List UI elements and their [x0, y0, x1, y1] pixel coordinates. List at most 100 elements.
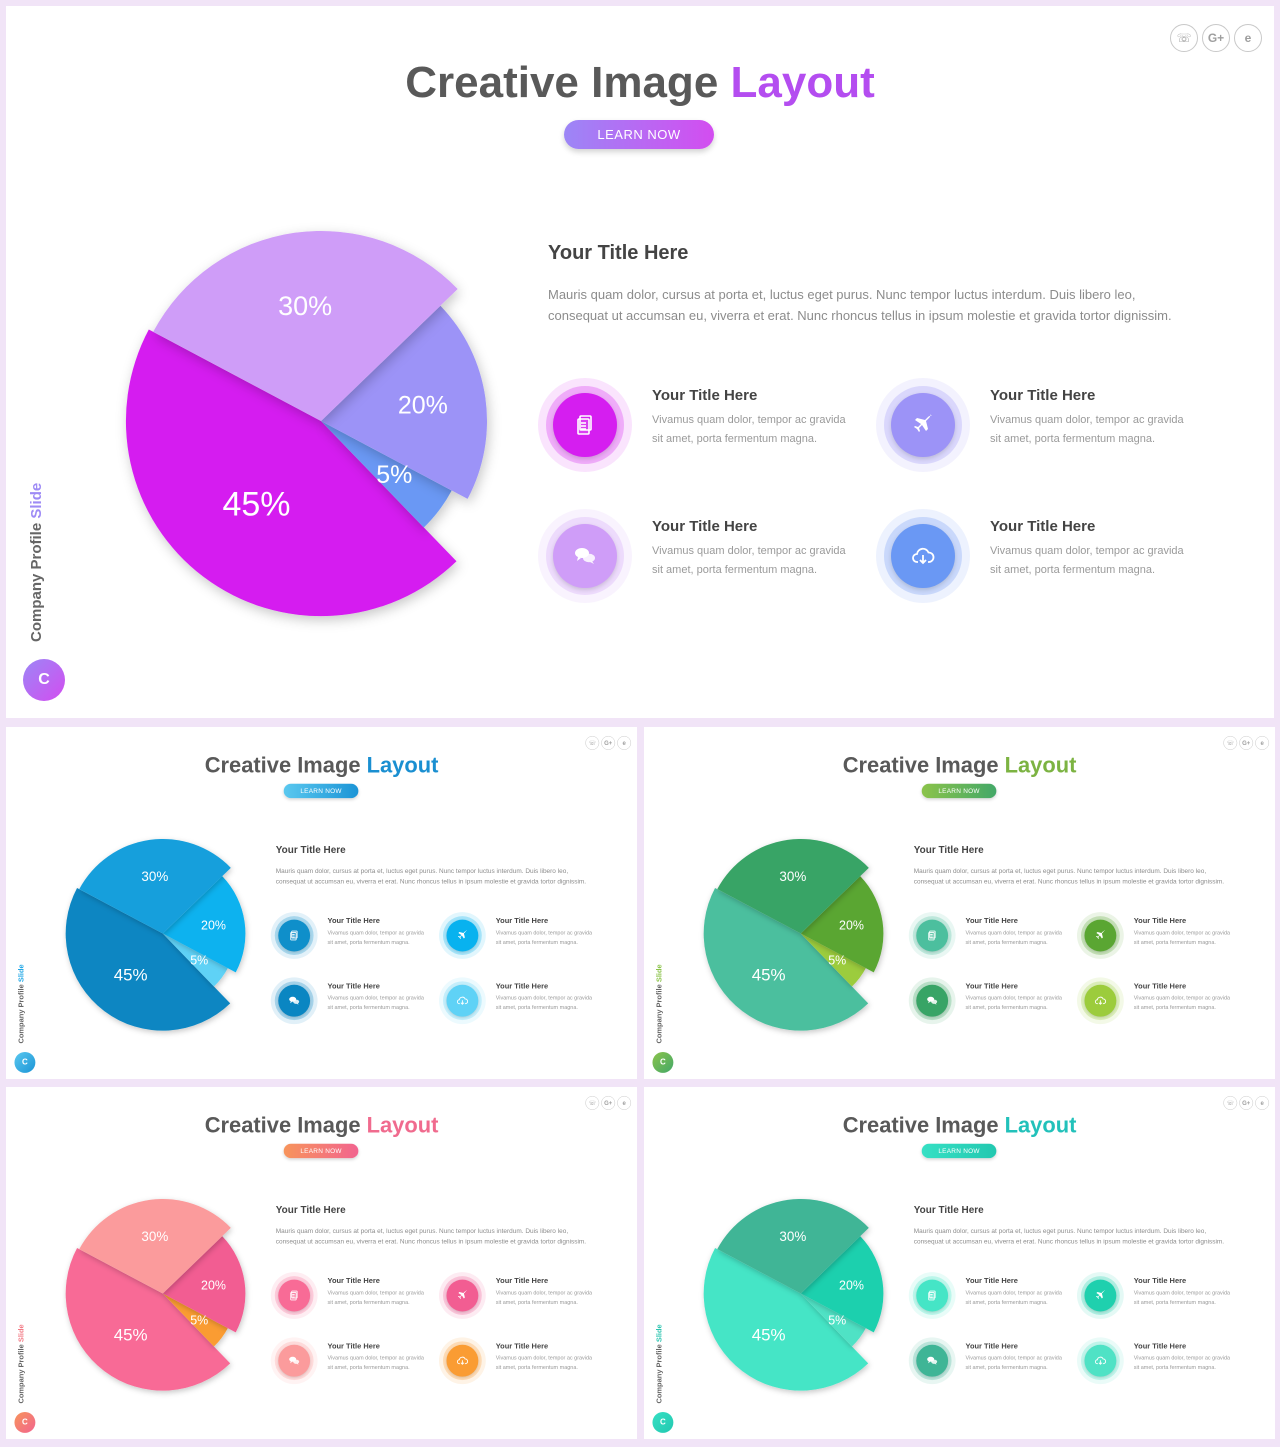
pie-slice-20 [800, 876, 884, 973]
pie-slice-5 [800, 933, 866, 987]
page-title: Creative Image Layout [6, 1113, 637, 1138]
learn-now-button[interactable]: LEARN NOW [564, 120, 714, 149]
pie-slice-5 [162, 1293, 228, 1347]
learn-now-button[interactable]: LEARN NOW [921, 1143, 997, 1159]
feature-title: Your Title Here [965, 981, 1018, 991]
pie-slice-20 [321, 305, 488, 499]
feature-item: Your Title Here Vivamus quam dolor, temp… [1076, 977, 1236, 1027]
pie-label-30: 30% [141, 869, 168, 884]
internet-explorer-icon[interactable]: e [617, 735, 632, 750]
learn-now-button[interactable]: LEARN NOW [283, 783, 359, 799]
feature-icon-ring [1076, 1337, 1124, 1385]
google-plus-icon[interactable]: G+ [601, 1095, 616, 1110]
whatsapp-icon[interactable]: ☏ [1170, 24, 1198, 52]
feature-title: Your Title Here [327, 981, 380, 991]
pie-label-20: 20% [839, 1279, 864, 1293]
pie-label-5: 5% [190, 953, 208, 967]
slide-blue: ☏ G+ e Creative Image Layout LEARN NOW C… [6, 727, 637, 1079]
cloud-download-icon [891, 524, 955, 588]
slide-content: ☏ G+ e Creative Image Layout LEARN NOW C… [6, 6, 1274, 718]
feature-text: Vivamus quam dolor, tempor ac gravida si… [495, 1290, 593, 1306]
feature-item: Your Title Here Vivamus quam dolor, temp… [270, 1272, 430, 1322]
pie-label-20: 20% [201, 919, 226, 933]
page-title: Creative Image Layout [6, 58, 1274, 108]
pie-label-45: 45% [114, 1326, 148, 1345]
whatsapp-icon[interactable]: ☏ [1223, 735, 1238, 750]
logo: C [23, 659, 65, 701]
pie-slice-45 [65, 1248, 231, 1391]
feature-icon-ring [908, 977, 956, 1025]
feature-title: Your Title Here [1133, 1276, 1187, 1286]
feature-title: Your Title Here [652, 387, 758, 404]
feature-item: Your Title Here Vivamus quam dolor, temp… [438, 1272, 598, 1322]
google-plus-icon[interactable]: G+ [601, 735, 616, 750]
section-heading: Your Title Here [275, 844, 346, 856]
internet-explorer-icon[interactable]: e [617, 1095, 632, 1110]
feature-item: Your Title Here Vivamus quam dolor, temp… [908, 912, 1068, 962]
feature-text: Vivamus quam dolor, tempor ac gravida si… [965, 995, 1062, 1011]
google-plus-icon[interactable]: G+ [1239, 735, 1254, 750]
cloud-download-icon [446, 1344, 479, 1377]
feature-title: Your Title Here [965, 916, 1018, 926]
pie-slice-30 [717, 838, 869, 934]
document-icon [916, 1279, 949, 1312]
pie-label-20: 20% [398, 391, 448, 419]
feature-text: Vivamus quam dolor, tempor ac gravida si… [1133, 1290, 1231, 1306]
internet-explorer-icon[interactable]: e [1255, 735, 1270, 750]
pie-slice-20 [800, 1236, 884, 1333]
feature-title: Your Title Here [965, 1341, 1018, 1351]
feature-title: Your Title Here [990, 518, 1096, 535]
pie-label-45: 45% [752, 1326, 786, 1345]
airplane-icon [1084, 1279, 1117, 1312]
feature-text: Vivamus quam dolor, tempor ac gravida si… [965, 1290, 1062, 1306]
whatsapp-icon[interactable]: ☏ [1223, 1095, 1238, 1110]
pie-slice-20 [162, 1236, 246, 1333]
pie-label-30: 30% [278, 291, 332, 321]
learn-now-button[interactable]: LEARN NOW [921, 783, 997, 799]
title-main: Creative Image [204, 1112, 361, 1138]
pie-slice-30 [153, 230, 458, 421]
feature-item: Your Title Here Vivamus quam dolor, temp… [438, 912, 598, 962]
learn-now-button[interactable]: LEARN NOW [283, 1143, 359, 1159]
feature-icon-ring [438, 1337, 486, 1385]
feature-text: Vivamus quam dolor, tempor ac gravida si… [652, 414, 846, 445]
title-accent: Layout [1004, 1112, 1077, 1138]
section-heading: Your Title Here [275, 1204, 346, 1216]
feature-title: Your Title Here [1133, 1341, 1187, 1351]
google-plus-icon[interactable]: G+ [1239, 1095, 1254, 1110]
pie-chart: 45% 30% 20% 5% [125, 230, 488, 617]
internet-explorer-icon[interactable]: e [1255, 1095, 1270, 1110]
feature-title: Your Title Here [327, 916, 380, 926]
feature-item: Your Title Here Vivamus quam dolor, temp… [876, 378, 1196, 478]
feature-icon-ring [1076, 912, 1124, 959]
feature-text: Vivamus quam dolor, tempor ac gravida si… [990, 414, 1184, 445]
feature-title: Your Title Here [495, 916, 549, 926]
page-title: Creative Image Layout [644, 1113, 1275, 1138]
cloud-download-icon [1084, 984, 1117, 1017]
google-plus-icon[interactable]: G+ [1202, 24, 1230, 52]
social-icons: ☏ G+ e [1223, 1095, 1270, 1110]
social-icons: ☏ G+ e [1223, 735, 1270, 750]
cloud-download-icon [1084, 1344, 1117, 1377]
feature-title: Your Title Here [327, 1276, 380, 1286]
feature-icon-ring [1076, 977, 1124, 1025]
whatsapp-icon[interactable]: ☏ [585, 1095, 600, 1110]
feature-item: Your Title Here Vivamus quam dolor, temp… [538, 509, 858, 609]
social-icons: ☏ G+ e [585, 1095, 632, 1110]
document-icon [553, 393, 617, 457]
feature-icon-ring [1076, 1272, 1124, 1319]
feature-title: Your Title Here [965, 1276, 1018, 1286]
feature-title: Your Title Here [495, 1276, 549, 1286]
feature-icon-ring [438, 912, 486, 959]
feature-text: Vivamus quam dolor, tempor ac gravida si… [495, 930, 593, 946]
internet-explorer-icon[interactable]: e [1234, 24, 1262, 52]
whatsapp-icon[interactable]: ☏ [585, 735, 600, 750]
pie-label-45: 45% [114, 966, 148, 985]
pie-slice-5 [162, 933, 228, 987]
feature-title: Your Title Here [495, 981, 549, 991]
feature-icon-ring [908, 1272, 956, 1319]
pie-chart: 45% 30% 20% 5% [65, 1198, 246, 1391]
pie-label-30: 30% [779, 869, 806, 884]
title-main: Creative Image [405, 58, 719, 107]
feature-icon-ring [876, 509, 970, 603]
